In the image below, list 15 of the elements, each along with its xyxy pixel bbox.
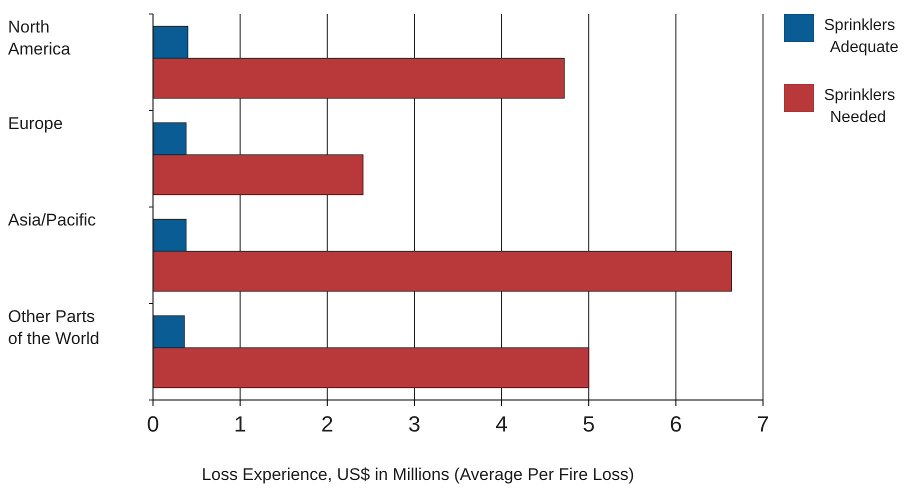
x-axis-title: Loss Experience, US$ in Millions (Average Per Fire Loss): [202, 465, 634, 484]
x-tick-label: 0: [146, 412, 160, 437]
x-tick-label: 2: [321, 412, 334, 437]
x-tick-label: 7: [756, 412, 770, 437]
y-tick-label: Europe: [8, 114, 63, 133]
x-tick-label: 6: [670, 412, 682, 437]
legend-label: Sprinklers Needed: [824, 87, 896, 126]
y-tick-label: North America: [8, 17, 71, 58]
y-tick-label: Other Parts of the World: [8, 306, 100, 348]
x-tick-label: 1: [234, 412, 246, 437]
x-tick-label: 3: [408, 412, 421, 437]
x-tick-label: 4: [495, 412, 508, 437]
y-tick-label: Asia/Pacific: [8, 210, 96, 230]
legend-label: Sprinklers Adequate: [824, 17, 899, 56]
x-tick-label: 5: [582, 412, 595, 437]
